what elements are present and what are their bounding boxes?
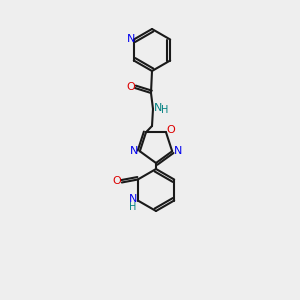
Text: H: H	[129, 202, 136, 212]
Text: H: H	[161, 105, 169, 115]
Text: N: N	[129, 194, 137, 205]
Text: N: N	[174, 146, 182, 156]
Text: N: N	[130, 146, 138, 156]
Text: N: N	[127, 34, 135, 44]
Text: N: N	[154, 103, 162, 113]
Text: O: O	[112, 176, 121, 187]
Text: O: O	[167, 125, 176, 135]
Text: O: O	[127, 82, 135, 92]
